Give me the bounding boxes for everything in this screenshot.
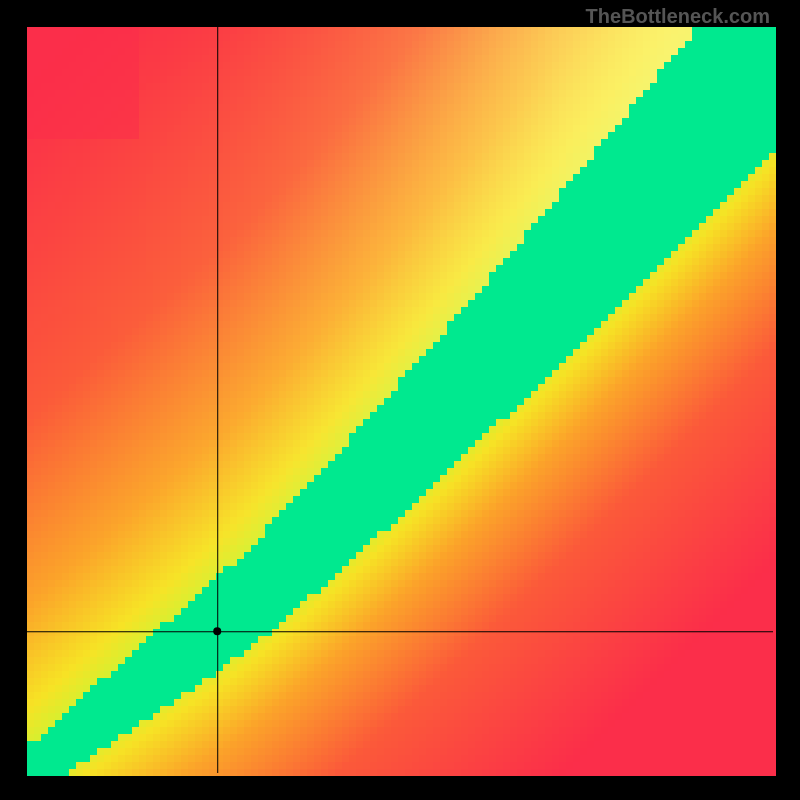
heatmap-canvas: [0, 0, 800, 800]
chart-container: TheBottleneck.com: [0, 0, 800, 800]
watermark-text: TheBottleneck.com: [586, 6, 770, 29]
